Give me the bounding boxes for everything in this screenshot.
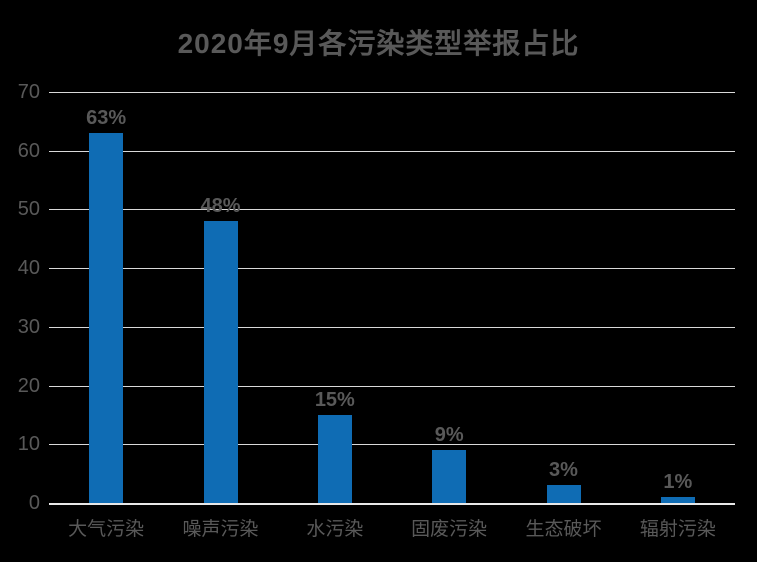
x-axis-label: 辐射污染 bbox=[639, 519, 716, 540]
gridline bbox=[49, 326, 735, 328]
bar-value-label: 9% bbox=[434, 424, 464, 447]
y-axis-tick-label: 30 bbox=[17, 315, 40, 338]
y-axis-tick-label: 20 bbox=[17, 374, 40, 397]
x-axis-label: 噪声污染 bbox=[182, 519, 259, 540]
x-axis-label: 水污染 bbox=[306, 519, 364, 540]
gridline bbox=[49, 209, 735, 211]
y-axis-tick-label: 0 bbox=[28, 492, 40, 514]
x-axis-label: 大气污染 bbox=[68, 519, 145, 540]
bar-value-label: 3% bbox=[549, 459, 578, 482]
gridline bbox=[49, 150, 735, 152]
bar bbox=[317, 414, 352, 503]
bar bbox=[660, 497, 695, 503]
bar-value-label: 1% bbox=[663, 471, 693, 494]
y-axis-tick-label: 10 bbox=[17, 433, 40, 456]
y-axis-tick-label: 60 bbox=[17, 139, 40, 162]
bar-value-label: 63% bbox=[86, 107, 127, 130]
bar bbox=[546, 485, 581, 503]
x-axis-line bbox=[49, 503, 735, 505]
y-axis-tick-label: 70 bbox=[17, 81, 40, 103]
bar bbox=[89, 133, 124, 503]
plot-area: 63% 48% 15% 9% 3% 1% bbox=[49, 92, 735, 505]
y-axis-tick-label: 50 bbox=[17, 198, 40, 221]
bar bbox=[203, 221, 238, 503]
bar-value-label: 48% bbox=[200, 195, 241, 218]
chart-title: 2020年9月各污染类型举报占比 bbox=[177, 28, 580, 59]
gridline bbox=[49, 444, 735, 446]
gridline bbox=[49, 268, 735, 270]
bar bbox=[432, 450, 467, 503]
bar-value-label: 15% bbox=[314, 388, 355, 411]
gridline bbox=[49, 385, 735, 387]
gridline bbox=[49, 92, 735, 93]
x-axis-label: 生态破坏 bbox=[525, 519, 602, 540]
x-axis-label: 固废污染 bbox=[411, 519, 488, 540]
y-axis-tick-label: 40 bbox=[17, 257, 40, 280]
